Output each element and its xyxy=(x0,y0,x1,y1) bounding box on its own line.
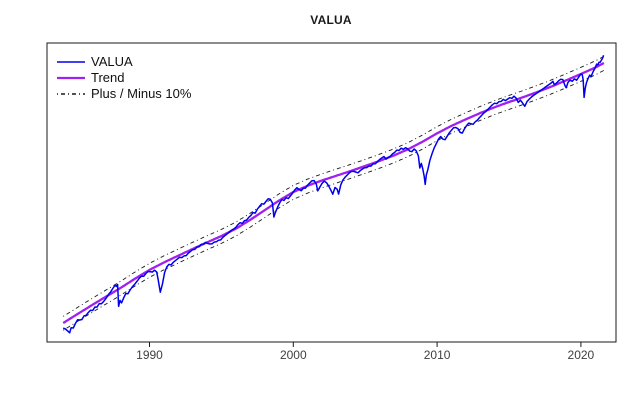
legend-row-band: Plus / Minus 10% xyxy=(56,86,191,102)
x-tick-label-1990: 1990 xyxy=(136,348,163,362)
x-tick-label-2010: 2010 xyxy=(423,348,451,362)
legend-line-trend-icon xyxy=(57,76,85,80)
legend: VALUA Trend Plus / Minus 10% xyxy=(56,54,191,102)
legend-line-valua-icon xyxy=(57,61,85,63)
chart-title: VALUA xyxy=(310,13,352,27)
legend-line-band-icon xyxy=(57,93,85,95)
valua-line xyxy=(62,55,605,334)
lower-band-line xyxy=(62,69,605,331)
x-tick-label-2000: 2000 xyxy=(279,348,307,362)
legend-row-valua: VALUA xyxy=(56,54,191,70)
legend-label-trend: Trend xyxy=(91,70,125,85)
upper-band-line xyxy=(62,55,605,317)
trend-line xyxy=(62,62,605,324)
legend-label-band: Plus / Minus 10% xyxy=(91,86,192,101)
legend-label-valua: VALUA xyxy=(91,54,133,69)
x-tick-label-2020: 2020 xyxy=(567,348,595,362)
plot-border xyxy=(46,42,617,343)
legend-row-trend: Trend xyxy=(56,70,191,86)
